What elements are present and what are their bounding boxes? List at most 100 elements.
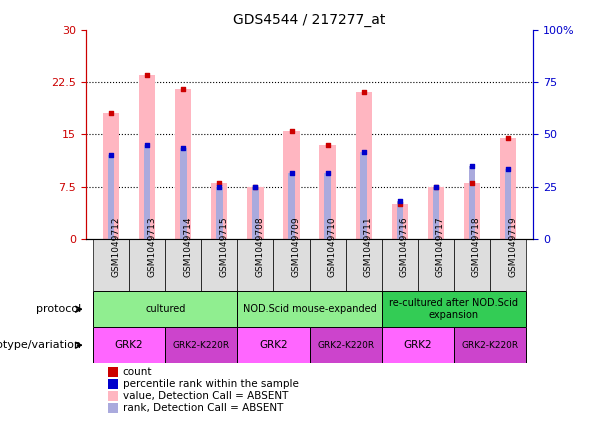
Bar (356, 92, 372, 239)
Bar (454, 239, 490, 291)
Point (142, 71, 152, 78)
Point (287, 169, 297, 176)
Point (395, 197, 405, 204)
Point (251, 183, 261, 190)
Bar (166, 239, 201, 291)
Bar (175, 89, 191, 239)
Bar (109, 379, 118, 389)
Point (359, 148, 368, 155)
Text: GSM1049714: GSM1049714 (183, 217, 192, 277)
Bar (93, 291, 237, 327)
Bar (392, 204, 408, 239)
Bar (109, 403, 118, 413)
Text: GSM1049719: GSM1049719 (508, 217, 517, 277)
Bar (144, 145, 150, 239)
Bar (500, 138, 516, 239)
Bar (109, 391, 118, 401)
Bar (237, 327, 310, 363)
Bar (237, 291, 382, 327)
Bar (464, 183, 480, 239)
Text: GRK2-K220R: GRK2-K220R (462, 341, 519, 350)
Bar (490, 239, 526, 291)
Point (142, 141, 152, 148)
Bar (252, 187, 259, 239)
Bar (310, 327, 382, 363)
Bar (180, 148, 186, 239)
Bar (360, 152, 367, 239)
Text: GSM1049713: GSM1049713 (147, 217, 156, 277)
Bar (504, 169, 511, 239)
Point (322, 169, 332, 176)
Text: cultured: cultured (145, 304, 185, 314)
Bar (247, 187, 264, 239)
Point (431, 183, 441, 190)
Text: NOD.Scid mouse-expanded: NOD.Scid mouse-expanded (243, 304, 376, 314)
Text: GSM1049710: GSM1049710 (327, 217, 337, 277)
Text: GRK2: GRK2 (115, 340, 143, 350)
Bar (397, 201, 403, 239)
Bar (109, 366, 118, 376)
Bar (433, 187, 439, 239)
Text: GSM1049718: GSM1049718 (472, 217, 481, 277)
Text: GSM1049709: GSM1049709 (292, 217, 300, 277)
Bar (346, 239, 382, 291)
Bar (93, 239, 129, 291)
Bar (166, 327, 237, 363)
Point (467, 180, 477, 187)
Bar (129, 239, 166, 291)
Point (215, 183, 224, 190)
Point (178, 145, 188, 151)
Text: re-cultured after NOD.Scid
expansion: re-cultured after NOD.Scid expansion (389, 298, 519, 320)
Bar (139, 75, 155, 239)
Text: GSM1049717: GSM1049717 (436, 217, 445, 277)
Bar (237, 239, 273, 291)
Bar (428, 187, 444, 239)
Bar (319, 145, 336, 239)
Text: GRK2: GRK2 (403, 340, 432, 350)
Text: GRK2: GRK2 (259, 340, 287, 350)
Point (359, 89, 368, 96)
Bar (108, 155, 115, 239)
Text: GSM1049715: GSM1049715 (219, 217, 229, 277)
Text: protocol: protocol (36, 304, 82, 314)
Bar (324, 173, 331, 239)
Point (431, 183, 441, 190)
Point (503, 166, 513, 173)
Point (178, 85, 188, 92)
Bar (103, 113, 119, 239)
Point (215, 180, 224, 187)
Title: GDS4544 / 217277_at: GDS4544 / 217277_at (234, 13, 386, 27)
Text: GRK2-K220R: GRK2-K220R (317, 341, 374, 350)
Bar (382, 239, 418, 291)
Bar (418, 239, 454, 291)
Text: genotype/variation: genotype/variation (0, 340, 82, 350)
Text: GSM1049708: GSM1049708 (256, 217, 264, 277)
Bar (201, 239, 237, 291)
Bar (288, 173, 295, 239)
Point (395, 201, 405, 207)
Bar (283, 131, 300, 239)
Text: percentile rank within the sample: percentile rank within the sample (123, 379, 299, 389)
Bar (382, 291, 526, 327)
Bar (273, 239, 310, 291)
Text: rank, Detection Call = ABSENT: rank, Detection Call = ABSENT (123, 403, 283, 413)
Point (106, 152, 116, 159)
Bar (216, 187, 223, 239)
Text: count: count (123, 366, 152, 376)
Bar (469, 166, 475, 239)
Point (106, 110, 116, 117)
Bar (454, 327, 526, 363)
Text: value, Detection Call = ABSENT: value, Detection Call = ABSENT (123, 391, 288, 401)
Text: GSM1049716: GSM1049716 (400, 217, 409, 277)
Point (287, 127, 297, 134)
Bar (382, 327, 454, 363)
Text: GSM1049711: GSM1049711 (364, 217, 373, 277)
Bar (310, 239, 346, 291)
Bar (93, 327, 166, 363)
Bar (211, 183, 227, 239)
Text: GSM1049712: GSM1049712 (111, 217, 120, 277)
Point (503, 135, 513, 141)
Point (322, 141, 332, 148)
Text: GRK2-K220R: GRK2-K220R (173, 341, 230, 350)
Point (467, 162, 477, 169)
